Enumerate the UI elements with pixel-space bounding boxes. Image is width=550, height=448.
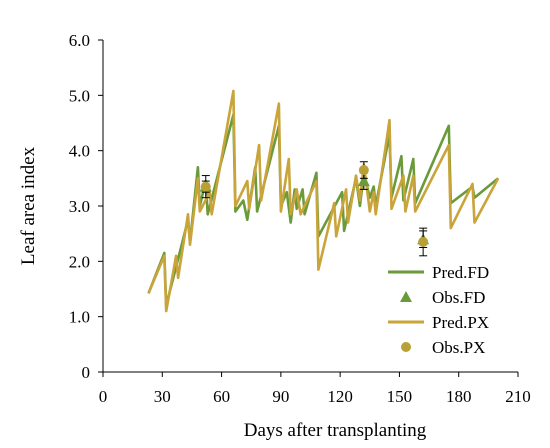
legend-label: Pred.FD <box>432 263 489 282</box>
y-tick-label: 6.0 <box>69 31 90 50</box>
y-tick-label: 3.0 <box>69 197 90 216</box>
obs-px-point <box>200 181 211 192</box>
x-tick-label: 210 <box>505 387 531 406</box>
y-axis-title: Leaf area index <box>18 146 39 265</box>
y-tick-label: 5.0 <box>69 86 90 105</box>
legend-label: Pred.PX <box>432 313 489 332</box>
plot-area <box>147 89 500 313</box>
x-tick-label: 90 <box>272 387 289 406</box>
legend: Pred.FD Obs.FD Pred.PX Obs.PX <box>388 263 489 357</box>
x-tick-label: 60 <box>213 387 230 406</box>
obs-px-point <box>358 165 369 176</box>
legend-swatch-triangle <box>400 291 412 302</box>
y-tick-label: 4.0 <box>69 142 90 161</box>
legend-item: Obs.FD <box>400 288 485 307</box>
y-tick-label: 2.0 <box>69 252 90 271</box>
legend-label: Obs.PX <box>432 338 485 357</box>
legend-item: Pred.FD <box>388 263 489 282</box>
x-axis-title: Days after transplanting <box>244 420 427 441</box>
legend-swatch-circle <box>401 342 411 352</box>
y-tick-label: 0 <box>82 363 91 382</box>
x-tick-label: 0 <box>99 387 108 406</box>
tick-labels: 0 30 60 90 120 150 180 210 0 1.0 2.0 3.0 4.0 5.0 6.0 <box>69 31 531 406</box>
series-line-pred-px <box>147 89 500 313</box>
legend-item: Obs.PX <box>401 338 485 357</box>
x-tick-label: 150 <box>387 387 413 406</box>
x-tick-label: 120 <box>327 387 353 406</box>
x-tick-label: 180 <box>446 387 472 406</box>
legend-item: Pred.PX <box>388 313 489 332</box>
legend-label: Obs.FD <box>432 288 485 307</box>
obs-px-point <box>418 236 429 247</box>
x-tick-label: 30 <box>154 387 171 406</box>
obs-fd-point <box>357 175 370 187</box>
axes <box>98 39 519 377</box>
y-tick-label: 1.0 <box>69 308 90 327</box>
